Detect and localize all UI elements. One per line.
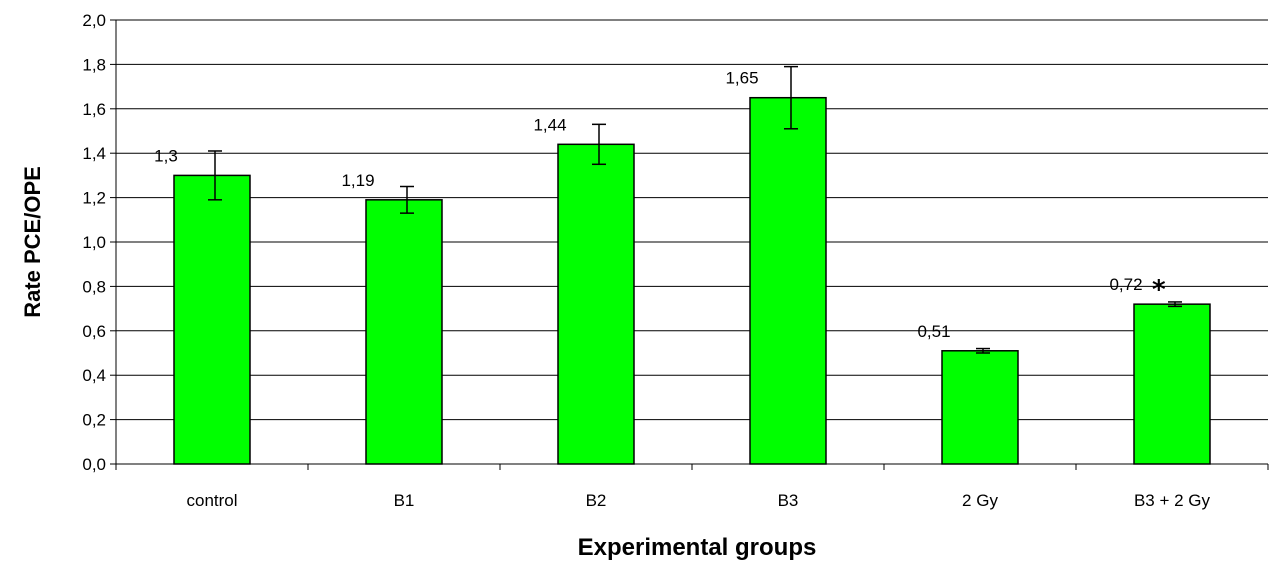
y-tick-label: 0,4 [82,366,106,385]
axes [115,20,1268,470]
y-tick-label: 1,0 [82,233,106,252]
bar [557,143,635,465]
data-label: 0,72 [1109,275,1142,294]
data-label: 1,44 [533,115,566,134]
significance-star: * [1152,275,1166,305]
x-category-label: 2 Gy [962,491,998,510]
bar [1133,303,1211,465]
bars [173,96,1211,465]
y-tick-label: 1,2 [82,189,106,208]
data-label: 1,19 [341,171,374,190]
data-label: 0,51 [917,322,950,341]
x-category-label: B2 [586,491,607,510]
y-ticks: 0,0 0,2 0,4 0,6 0,8 1,0 1,2 1,4 1,6 1,8 2,0 [82,11,116,474]
x-axis-title: Experimental groups [578,534,817,561]
x-category-label: B3 + 2 Gy [1134,491,1211,510]
x-category-label: B3 [778,491,799,510]
bar [365,199,443,465]
y-tick-label: 1,4 [82,144,106,163]
y-tick-label: 1,8 [82,55,106,74]
y-tick-label: 0,8 [82,277,106,296]
data-labels: 1,3 1,19 1,44 1,65 0,51 0,72 * [154,69,1166,341]
y-axis-title: Rate PCE/OPE [20,166,45,318]
gridlines [116,19,1268,421]
x-categories: control B1 B2 B3 2 Gy B3 + 2 Gy [186,464,1269,510]
y-tick-label: 2,0 [82,11,106,30]
bar [941,350,1019,465]
bar [173,174,251,465]
x-category-label: control [186,491,237,510]
x-category-label: B1 [394,491,415,510]
data-label: 1,3 [154,146,178,165]
y-tick-label: 0,2 [82,411,106,430]
data-label: 1,65 [725,69,758,88]
bar [749,96,827,465]
error-bars [208,65,1182,354]
y-tick-label: 1,6 [82,100,106,119]
y-tick-label: 0,0 [82,455,106,474]
y-tick-label: 0,6 [82,322,106,341]
